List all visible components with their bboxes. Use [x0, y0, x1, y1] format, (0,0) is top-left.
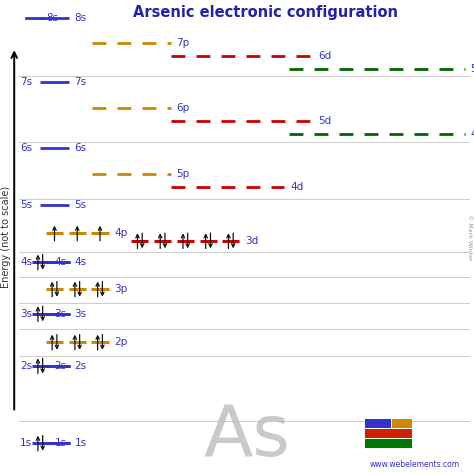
Text: 2s: 2s — [20, 361, 32, 371]
Text: 7s: 7s — [20, 76, 32, 87]
Text: 2s: 2s — [74, 361, 87, 371]
Text: 7p: 7p — [176, 37, 190, 48]
Text: 5s: 5s — [74, 200, 87, 210]
Text: 5d: 5d — [319, 116, 332, 126]
Text: 6s: 6s — [74, 143, 87, 153]
Bar — [365, 429, 412, 438]
Text: 4s: 4s — [20, 257, 32, 267]
Text: 7s: 7s — [74, 76, 87, 87]
Text: 5f: 5f — [470, 64, 474, 74]
Text: 6d: 6d — [319, 51, 332, 61]
Text: 2s: 2s — [55, 361, 67, 371]
Text: 6s: 6s — [20, 143, 32, 153]
Bar — [365, 439, 412, 448]
Text: 5p: 5p — [176, 169, 190, 179]
Text: © Mark Winter: © Mark Winter — [466, 214, 472, 260]
Text: As: As — [203, 401, 290, 471]
Text: 5s: 5s — [20, 200, 32, 210]
Text: 4s: 4s — [55, 257, 67, 267]
Text: 3s: 3s — [20, 309, 32, 319]
Text: 8s: 8s — [46, 13, 59, 23]
Bar — [392, 419, 412, 428]
Text: 4p: 4p — [114, 228, 128, 238]
Text: 3d: 3d — [245, 236, 258, 246]
Text: 4f: 4f — [470, 128, 474, 139]
Text: 8s: 8s — [74, 13, 87, 23]
Text: 3s: 3s — [55, 309, 67, 319]
Text: 4s: 4s — [74, 257, 87, 267]
Text: Arsenic electronic configuration: Arsenic electronic configuration — [133, 5, 398, 20]
Text: 1s: 1s — [55, 438, 67, 448]
Text: 6p: 6p — [176, 102, 190, 113]
Text: 4d: 4d — [290, 182, 303, 192]
Text: 3p: 3p — [114, 284, 128, 294]
Text: www.webelements.com: www.webelements.com — [370, 460, 460, 469]
Bar — [365, 419, 391, 428]
Text: 1s: 1s — [74, 438, 87, 448]
Text: 2p: 2p — [114, 337, 128, 347]
Text: Energy (not to scale): Energy (not to scale) — [0, 186, 11, 288]
Text: 3s: 3s — [74, 309, 87, 319]
Text: 1s: 1s — [20, 438, 32, 448]
